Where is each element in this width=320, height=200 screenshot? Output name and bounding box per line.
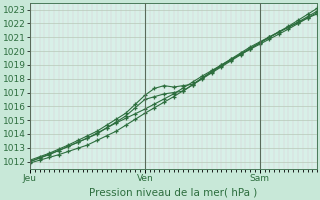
X-axis label: Pression niveau de la mer( hPa ): Pression niveau de la mer( hPa )	[90, 187, 258, 197]
